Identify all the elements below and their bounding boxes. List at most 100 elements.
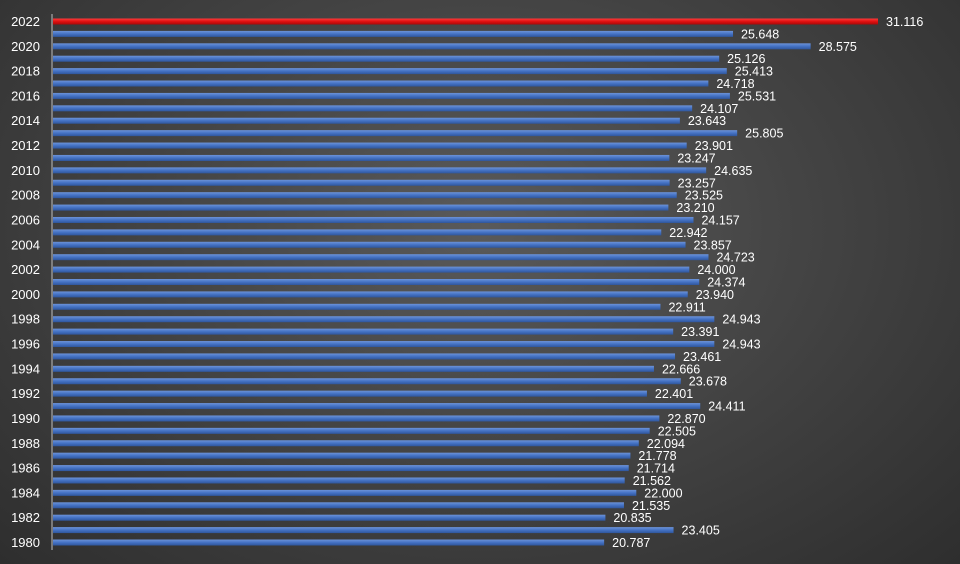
value-label-2004: 23.857 [694,238,732,252]
bar-1996 [53,341,715,348]
bar-2011 [53,154,670,161]
value-label-1990: 22.870 [667,412,705,426]
bar-2018 [53,68,727,75]
tick-label-1980: 1980 [11,535,40,550]
tick-label-2018: 2018 [11,64,40,79]
tick-label-1996: 1996 [11,337,40,352]
value-label-1980: 20.787 [612,536,650,550]
value-label-2018: 25.413 [735,65,773,79]
value-label-1983: 21.535 [632,499,670,513]
bar-1995 [53,353,676,360]
bar-2007 [53,204,669,211]
tick-label-1986: 1986 [11,461,40,476]
bar-1991 [53,403,701,410]
value-label-2007: 23.210 [676,201,714,215]
bar-1985 [53,477,625,484]
tick-label-2010: 2010 [11,163,40,178]
tick-label-2016: 2016 [11,88,40,103]
value-label-1998: 24.943 [722,313,760,327]
value-label-1992: 22.401 [655,387,693,401]
bar-2017 [53,80,709,87]
bar-2004 [53,241,686,248]
bar-1982 [53,514,606,521]
bar-1980 [53,539,605,546]
value-label-2011: 23.247 [677,151,715,165]
value-label-2013: 25.805 [745,127,783,141]
value-label-2021: 25.648 [741,27,779,41]
value-label-1986: 21.714 [637,462,675,476]
bar-2012 [53,142,687,149]
tick-label-1988: 1988 [11,436,40,451]
tick-label-2002: 2002 [11,262,40,277]
tick-label-1998: 1998 [11,312,40,327]
value-label-2008: 23.525 [685,189,723,203]
tick-label-1982: 1982 [11,510,40,525]
tick-label-2004: 2004 [11,237,40,252]
value-label-1989: 22.505 [658,424,696,438]
tick-label-2014: 2014 [11,113,40,128]
value-label-2014: 23.643 [688,114,726,128]
value-label-2015: 24.107 [700,102,738,116]
value-label-1996: 24.943 [722,338,760,352]
bars-group [53,18,878,546]
bar-1997 [53,328,674,335]
bar-1988 [53,440,639,447]
bar-2022 [53,18,878,25]
y-axis-tick-labels: 2022 2020 2018 2016 2014 2012 2010 2008 2006 2004… [11,14,40,550]
bar-1992 [53,390,647,397]
tick-label-2000: 2000 [11,287,40,302]
tick-label-2022: 2022 [11,14,40,29]
value-labels-group: 31.116 25.648 28.575 25.12625.41324.71825.5… [612,15,923,550]
value-label-2012: 23.901 [695,139,733,153]
bar-1989 [53,427,650,434]
value-label-1995: 23.461 [683,350,721,364]
bar-2020 [53,43,811,50]
value-label-1981: 23.405 [682,524,720,538]
bar-2021 [53,30,734,37]
value-label-1984: 22.000 [644,486,682,500]
value-label-1993: 23.678 [689,375,727,389]
bar-2005 [53,229,662,236]
bar-1984 [53,489,637,496]
value-label-1994: 22.666 [662,362,700,376]
value-label-2003: 24.723 [716,251,754,265]
value-label-1982: 20.835 [613,511,651,525]
value-label-1991: 24.411 [708,400,745,414]
value-label-2016: 25.531 [738,89,776,103]
bar-2001 [53,279,700,285]
value-label-1985: 21.562 [633,474,671,488]
value-label-2002: 24.000 [697,263,735,277]
bar-2016 [53,92,730,99]
tick-label-1984: 1984 [11,485,40,500]
bar-1998 [53,316,715,323]
value-label-2006: 24.157 [701,213,739,227]
bar-2008 [53,192,677,199]
tick-label-2020: 2020 [11,39,40,54]
bar-1981 [53,527,674,534]
value-label-1997: 23.391 [681,325,719,339]
value-label-2022: 31.116 [886,15,923,29]
value-label-2020: 28.575 [819,40,857,54]
value-label-2005: 22.942 [669,226,707,240]
value-label-1987: 21.778 [638,449,676,463]
bar-1999 [53,303,661,310]
bar-2009 [53,179,670,186]
value-label-2001: 24.374 [707,276,745,290]
tick-label-1992: 1992 [11,386,40,401]
tick-label-1990: 1990 [11,411,40,426]
value-label-2009: 23.257 [678,176,716,190]
bar-1990 [53,415,660,422]
bar-2003 [53,254,709,261]
value-label-2017: 24.718 [716,77,754,91]
bar-2014 [53,117,680,124]
bar-2019 [53,55,720,62]
bar-2002 [53,266,690,273]
value-label-2010: 24.635 [714,164,752,178]
bar-1983 [53,502,624,509]
tick-label-2012: 2012 [11,138,40,153]
value-label-2019: 25.126 [727,52,765,66]
bar-1994 [53,365,654,372]
value-label-1999: 22.911 [668,300,705,314]
tick-label-1994: 1994 [11,361,40,376]
